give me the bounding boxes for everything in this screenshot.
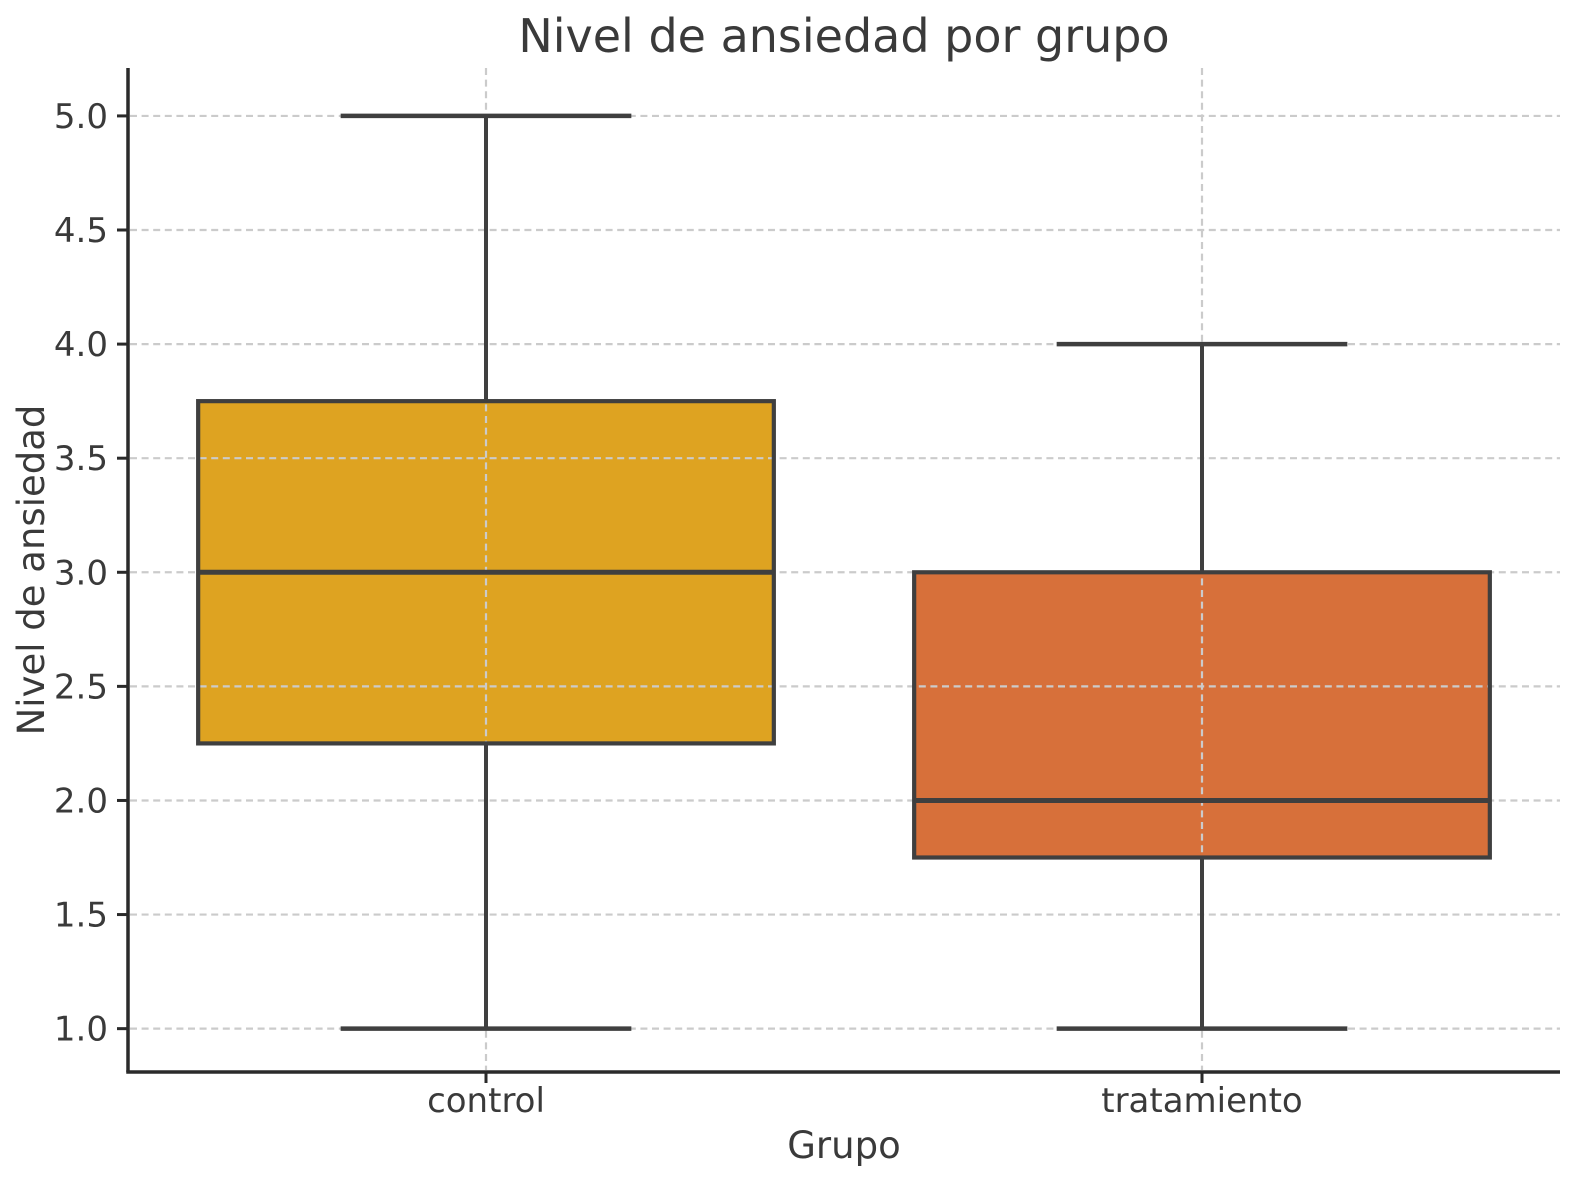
y-tick-label: 3.0 bbox=[54, 553, 108, 593]
x-tick-label-control: control bbox=[427, 1081, 545, 1121]
x-axis-label: Grupo bbox=[787, 1124, 900, 1167]
y-tick-label: 2.5 bbox=[54, 667, 108, 707]
y-tick-label: 4.0 bbox=[54, 325, 108, 365]
chart-title: Nivel de ansiedad por grupo bbox=[518, 9, 1169, 63]
y-tick-label: 5.0 bbox=[54, 97, 108, 137]
y-tick-label: 4.5 bbox=[54, 211, 108, 251]
y-axis-label: Nivel de ansiedad bbox=[10, 405, 53, 736]
x-tick-label-tratamiento: tratamiento bbox=[1101, 1081, 1302, 1121]
y-tick-label: 1.0 bbox=[54, 1010, 108, 1050]
y-tick-label: 1.5 bbox=[54, 896, 108, 936]
y-tick-label: 2.0 bbox=[54, 781, 108, 821]
y-tick-label: 3.5 bbox=[54, 439, 108, 479]
